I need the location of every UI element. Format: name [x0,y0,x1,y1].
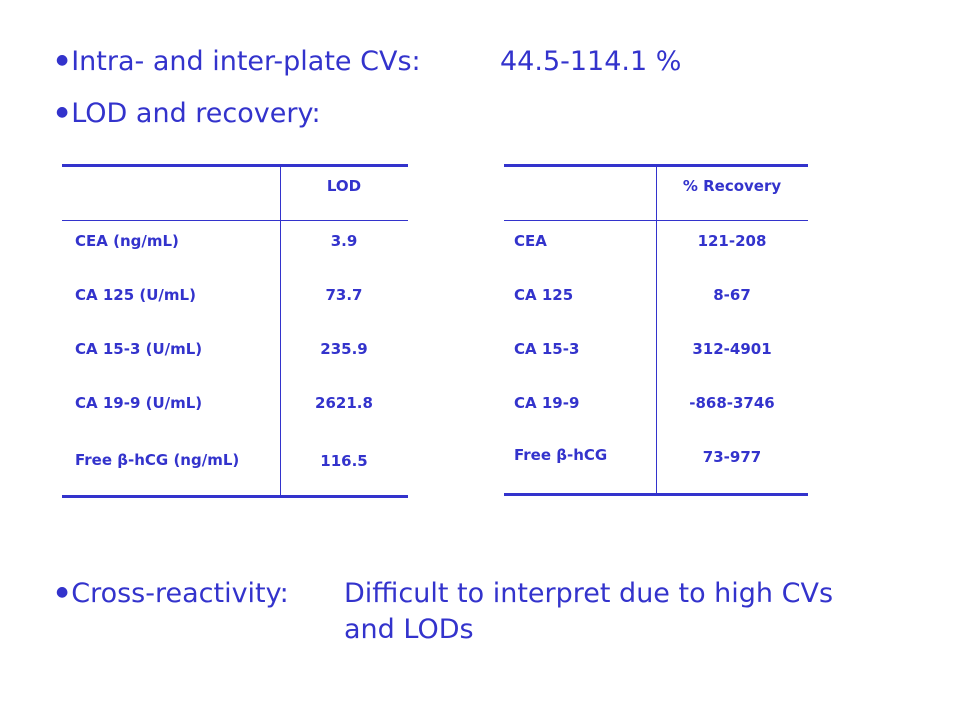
recovery-row-analyte: CEA [514,232,547,250]
lod-row-value: 3.9 [330,232,358,250]
cvs-label: Intra- and inter-plate CVs: [71,46,421,77]
recovery-row-analyte: CA 19-9 [514,394,580,412]
bullet-cvs: ● Intra- and inter-plate CVs: [56,46,421,77]
bullet-dot-icon: ● [56,52,69,68]
bullet-dot-icon: ● [56,584,69,600]
lod-row-analyte: Free β-hCG (ng/mL) [75,451,240,469]
lod-label: LOD and recovery: [71,98,321,129]
recovery-table-divider [656,166,657,494]
bullet-cross: ● Cross-reactivity: [56,578,289,609]
recovery-row-value: 312-4901 [692,340,772,358]
bullet-dot-icon: ● [56,104,69,120]
cross-value-line2: and LODs [344,614,474,645]
recovery-table-bottom-rule [504,493,808,496]
cross-label: Cross-reactivity: [71,578,289,609]
cvs-value: 44.5-114.1 % [500,46,682,77]
lod-table-bottom-rule [62,495,408,498]
lod-row-value: 116.5 [320,452,368,470]
recovery-row-analyte: Free β-hCG [514,446,608,464]
lod-row-value: 2621.8 [315,394,373,412]
lod-row-value: 73.7 [325,286,363,304]
recovery-table-top-rule [504,164,808,167]
cross-value-line1: Difficult to interpret due to high CVs [344,578,834,609]
lod-table-divider [280,166,281,496]
recovery-header: % Recovery [682,177,782,195]
recovery-row-value: 8-67 [713,286,751,304]
lod-row-value: 235.9 [320,340,368,358]
lod-row-analyte: CA 125 (U/mL) [75,286,196,304]
recovery-row-analyte: CA 15-3 [514,340,580,358]
recovery-row-value: 121-208 [697,232,767,250]
lod-row-analyte: CEA (ng/mL) [75,232,179,250]
recovery-row-analyte: CA 125 [514,286,574,304]
bullet-lod: ● LOD and recovery: [56,98,321,129]
lod-row-analyte: CA 19-9 (U/mL) [75,394,203,412]
recovery-row-value: -868-3746 [689,394,775,412]
recovery-row-value: 73-977 [702,448,762,466]
lod-table-top-rule [62,164,408,167]
lod-row-analyte: CA 15-3 (U/mL) [75,340,203,358]
lod-table-header-rule [62,220,408,221]
lod-header: LOD [326,177,362,195]
